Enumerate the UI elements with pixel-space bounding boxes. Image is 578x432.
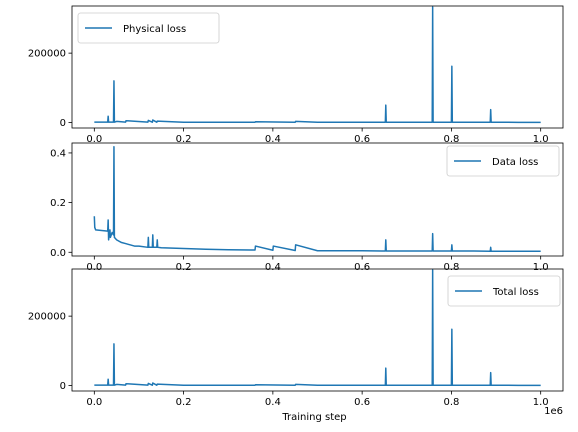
x-tick-label-panel-3: 1.0: [533, 397, 549, 408]
axes-frame-panel-3: [71, 268, 564, 392]
legend-panel-1: [77, 12, 220, 44]
x-tick-label-panel-2: 0.0: [86, 262, 102, 273]
x-tick-label-panel-2: 0.2: [176, 262, 192, 273]
x-tick-label-panel-2: 0.4: [265, 262, 281, 273]
legend-panel-3: [447, 275, 561, 307]
x-tick-label-panel-3: 0.0: [86, 397, 102, 408]
series-line-panel-3: [94, 269, 541, 387]
x-tick-label-panel-2: 1.0: [533, 262, 549, 273]
y-tick-label-panel-1: 200000: [28, 49, 66, 60]
legend-label-panel-2: Data loss: [492, 157, 538, 168]
x-tick-label-panel-1: 0.2: [176, 134, 192, 145]
legend-label-panel-1: Physical loss: [123, 24, 186, 35]
y-tick-label-panel-2: 0.2: [50, 198, 66, 209]
x-tick-label-panel-1: 0.8: [443, 134, 459, 145]
x-tick-label-panel-1: 0.6: [354, 134, 370, 145]
x-tick-label-panel-1: 0.0: [86, 134, 102, 145]
y-tick-label-panel-3: 200000: [28, 312, 66, 323]
x-tick-label-panel-2: 0.6: [354, 262, 370, 273]
series-line-panel-2: [93, 145, 541, 253]
axes-frame-panel-2: [71, 142, 564, 257]
x-tick-label-panel-1: 1.0: [533, 134, 549, 145]
x-tick-label-panel-3: 0.2: [176, 397, 192, 408]
x-offset-text: 1e6: [544, 406, 563, 417]
x-tick-label-panel-1: 0.4: [265, 134, 281, 145]
y-tick-label-panel-1: 0: [60, 118, 66, 129]
y-tick-label-panel-2: 0.0: [50, 248, 66, 259]
x-tick-label-panel-3: 0.4: [265, 397, 281, 408]
x-tick-label-panel-2: 0.8: [443, 262, 459, 273]
x-tick-label-panel-3: 0.8: [443, 397, 459, 408]
x-tick-label-panel-3: 0.6: [354, 397, 370, 408]
legend-panel-2: [446, 145, 560, 177]
y-tick-label-panel-2: 0.4: [50, 148, 66, 159]
x-axis-label: Training step: [281, 412, 346, 423]
legend-label-panel-3: Total loss: [492, 287, 539, 298]
axes-frame-panel-1: [71, 5, 564, 129]
series-line-panel-1: [94, 6, 541, 124]
y-tick-label-panel-3: 0: [60, 381, 66, 392]
